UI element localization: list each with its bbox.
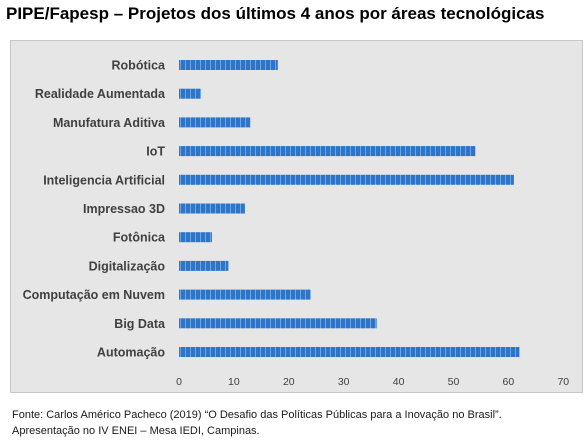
bar: [179, 260, 229, 271]
bar: [179, 117, 251, 128]
chart-title: PIPE/Fapesp – Projetos dos últimos 4 ano…: [6, 4, 545, 23]
bar: [179, 88, 201, 99]
x-tick-label: 20: [283, 376, 295, 388]
source-line-2: Apresentação no IV ENEI – Mesa IEDI, Cam…: [12, 425, 260, 437]
category-label: Inteligencia Artificial: [43, 173, 165, 187]
chart-panel: Robótica Realidade Aumentada Manufatura Ad…: [10, 40, 583, 393]
x-tick-label: 70: [557, 376, 569, 388]
category-label: IoT: [146, 145, 165, 159]
category-label: Impressao 3D: [83, 202, 165, 216]
category-label: Fotônica: [113, 231, 166, 245]
category-label: Robótica: [112, 59, 167, 73]
x-tick-label: 0: [176, 376, 182, 388]
bar: [179, 318, 377, 329]
bar: [179, 174, 514, 185]
bar: [179, 146, 476, 157]
source-line-1: Fonte: Carlos Américo Pacheco (2019) “O …: [12, 409, 502, 421]
category-label: Computação em Nuvem: [23, 288, 165, 302]
category-label: Digitalização: [89, 259, 166, 273]
category-label: Manufatura Aditiva: [53, 116, 166, 130]
category-label: Realidade Aumentada: [35, 87, 166, 101]
bar: [179, 203, 245, 214]
x-tick-label: 50: [448, 376, 460, 388]
x-tick-label: 40: [393, 376, 405, 388]
category-label: Big Data: [114, 317, 166, 331]
bar: [179, 289, 311, 300]
x-tick-label: 30: [338, 376, 350, 388]
x-tick-label: 10: [228, 376, 240, 388]
x-tick-label: 60: [503, 376, 515, 388]
bar: [179, 347, 520, 357]
bar-chart: Robótica Realidade Aumentada Manufatura Ad…: [23, 59, 570, 389]
bar: [179, 60, 278, 70]
category-label: Automação: [97, 346, 165, 360]
source-note: Fonte: Carlos Américo Pacheco (2019) “O …: [12, 407, 578, 439]
bar: [179, 232, 212, 243]
